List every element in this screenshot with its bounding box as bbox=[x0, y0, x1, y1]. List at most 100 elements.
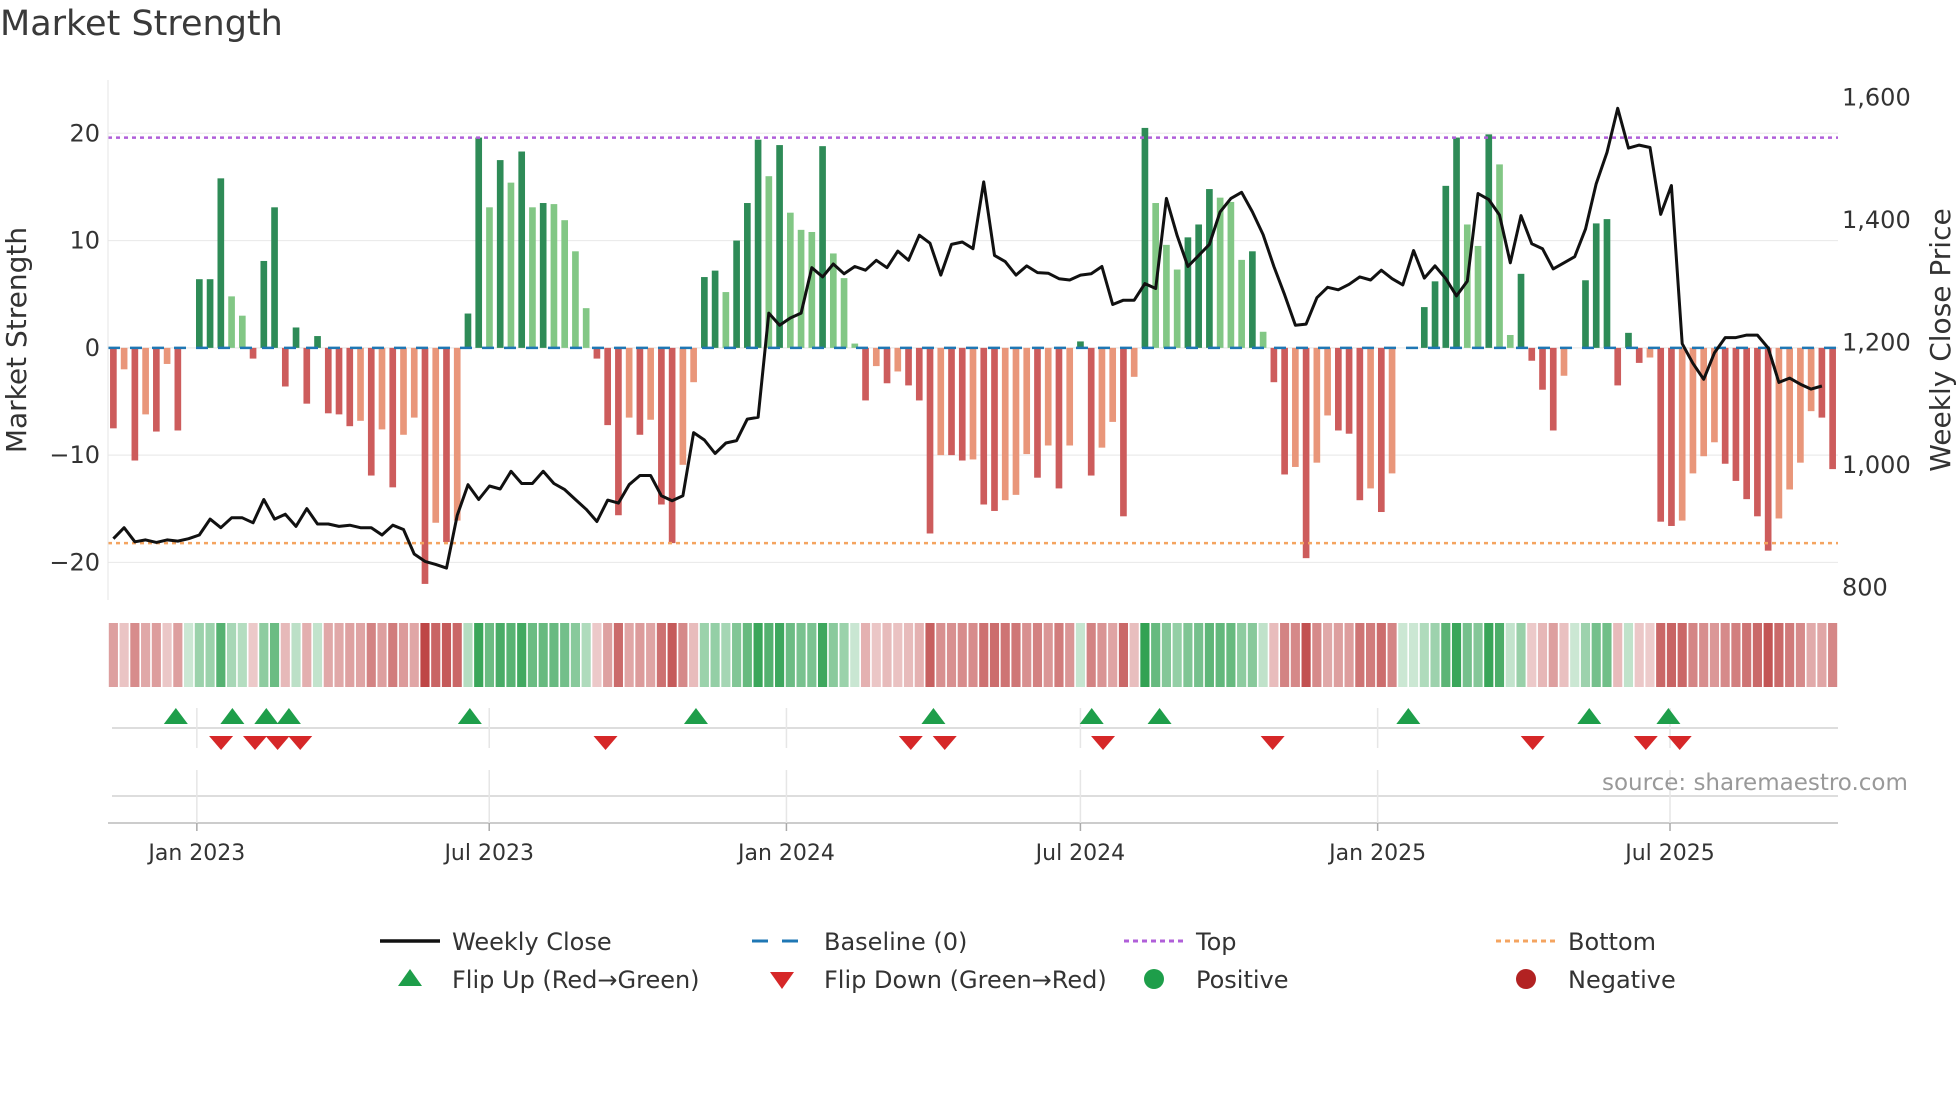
strength-bar bbox=[1377, 347, 1385, 513]
heat-cell bbox=[248, 623, 258, 687]
heat-cell bbox=[1032, 623, 1043, 687]
heat-cell bbox=[506, 623, 516, 687]
page-title: Market Strength bbox=[0, 4, 283, 44]
strength-bar bbox=[582, 308, 590, 348]
heat-cell bbox=[817, 623, 828, 687]
strength-bar bbox=[668, 347, 676, 544]
heat-cell bbox=[1161, 623, 1171, 687]
strength-bar bbox=[1184, 237, 1192, 348]
heat-cell bbox=[420, 623, 430, 687]
strength-bar bbox=[389, 347, 397, 488]
strength-bar bbox=[1603, 219, 1611, 348]
strength-bar bbox=[346, 347, 354, 427]
strength-bar bbox=[829, 253, 837, 348]
strength-bar bbox=[1302, 347, 1310, 559]
strength-bar bbox=[1141, 127, 1149, 348]
heat-cell bbox=[742, 623, 752, 687]
flip-up-marker bbox=[1396, 708, 1421, 724]
strength-bar bbox=[1227, 201, 1235, 348]
strength-bar bbox=[1249, 251, 1256, 348]
heat-cell bbox=[1054, 623, 1064, 687]
heat-cell bbox=[1140, 623, 1150, 687]
heat-cell bbox=[1323, 623, 1333, 687]
flip-down-marker bbox=[1091, 736, 1116, 750]
strength-bar bbox=[1732, 347, 1740, 481]
strength-bar bbox=[915, 347, 923, 401]
strength-bar bbox=[1517, 273, 1525, 348]
flip-up-marker bbox=[163, 708, 188, 724]
strength-bar bbox=[1582, 280, 1589, 348]
heat-cell bbox=[1742, 623, 1752, 687]
heat-cell bbox=[151, 623, 161, 687]
strength-bar bbox=[196, 279, 203, 348]
strength-bar bbox=[958, 347, 966, 461]
heat-cell bbox=[882, 623, 892, 687]
strength-bar bbox=[744, 203, 751, 348]
ytick-label-right: 800 bbox=[1842, 574, 1888, 602]
strength-bar bbox=[1689, 347, 1697, 474]
source-credit: source: sharemaestro.com bbox=[1602, 770, 1908, 796]
strength-bar bbox=[453, 347, 461, 521]
heat-cell bbox=[173, 623, 183, 687]
heat-cell bbox=[1312, 623, 1322, 687]
heat-cell bbox=[732, 623, 742, 687]
strength-bar bbox=[1560, 347, 1568, 376]
heat-cell bbox=[1774, 623, 1784, 687]
strength-bar bbox=[1485, 134, 1493, 348]
flip-up-marker bbox=[1147, 708, 1172, 724]
heat-cell bbox=[1451, 623, 1462, 687]
strength-bar bbox=[163, 347, 171, 364]
strength-bar bbox=[991, 347, 998, 511]
heat-cell bbox=[656, 623, 666, 687]
strength-bar bbox=[1066, 347, 1074, 446]
strength-bar bbox=[550, 204, 558, 348]
strength-bar bbox=[367, 347, 375, 476]
heat-cell bbox=[1204, 623, 1214, 687]
heat-cell bbox=[431, 623, 441, 687]
heat-cell bbox=[1559, 623, 1569, 687]
strength-bar bbox=[1721, 347, 1729, 464]
strength-bar bbox=[937, 347, 945, 456]
strength-bar bbox=[625, 347, 633, 418]
strength-bar bbox=[1335, 347, 1342, 431]
strength-bar bbox=[303, 347, 311, 404]
heat-cell bbox=[1301, 623, 1311, 687]
legend-flip-down-label: Flip Down (Green→Red) bbox=[824, 966, 1107, 994]
strength-bar bbox=[862, 347, 869, 401]
heat-cell bbox=[463, 623, 473, 687]
flip-up-marker bbox=[1656, 708, 1681, 724]
strength-bar bbox=[711, 270, 719, 348]
flip-down-marker bbox=[1667, 736, 1692, 750]
legend-negative-label: Negative bbox=[1568, 966, 1676, 994]
heat-cell bbox=[1720, 623, 1730, 687]
xtick-label: Jul 2023 bbox=[442, 841, 534, 866]
strength-bar bbox=[131, 347, 139, 461]
heat-cell bbox=[1709, 623, 1720, 687]
heat-cell bbox=[1473, 623, 1483, 687]
ytick-label-left: −20 bbox=[49, 548, 100, 576]
heat-cell bbox=[1419, 623, 1429, 687]
strength-bar bbox=[1012, 347, 1020, 495]
strength-bar bbox=[647, 347, 654, 420]
ytick-label-right: 1,200 bbox=[1842, 329, 1911, 357]
heat-cell bbox=[1763, 623, 1773, 687]
strength-bar bbox=[754, 139, 762, 348]
legend-bottom-label: Bottom bbox=[1568, 928, 1656, 956]
heat-cell bbox=[184, 623, 194, 687]
heat-cell bbox=[1828, 623, 1838, 687]
strength-bar bbox=[1711, 347, 1718, 443]
heat-cell bbox=[635, 623, 645, 687]
flip-down-marker bbox=[1520, 736, 1545, 750]
heat-cell bbox=[409, 623, 419, 687]
strength-bar bbox=[432, 347, 440, 523]
heat-cell bbox=[1527, 623, 1537, 687]
heat-cell bbox=[1408, 623, 1419, 687]
ylabel-left: Market Strength bbox=[0, 227, 33, 453]
ytick-label-right: 1,400 bbox=[1842, 206, 1911, 234]
heat-cell bbox=[775, 623, 785, 687]
strength-bar bbox=[1549, 347, 1557, 431]
heat-cell bbox=[1634, 623, 1644, 687]
heat-cell bbox=[108, 623, 118, 687]
strength-bar bbox=[1367, 347, 1374, 489]
heat-cell bbox=[259, 623, 269, 687]
